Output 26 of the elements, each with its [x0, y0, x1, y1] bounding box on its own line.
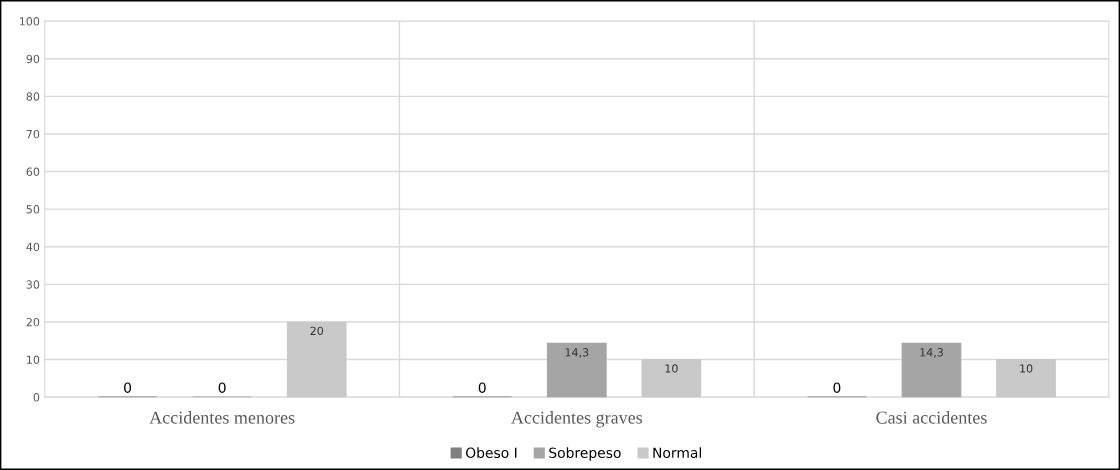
x-tick-label: Accidentes menores — [149, 411, 295, 424]
legend-label: Normal — [653, 447, 701, 458]
x-tick-label: Accidentes graves — [511, 411, 643, 428]
y-tick-label: 20 — [26, 317, 40, 327]
data-label: 0 — [833, 382, 841, 393]
y-tick-label: 70 — [26, 129, 40, 139]
y-tick-label: 90 — [26, 54, 40, 64]
data-label: 0 — [218, 382, 226, 393]
data-label: 0 — [478, 382, 486, 393]
y-tick-label: 0 — [33, 393, 40, 402]
legend-label: Sobrepeso — [549, 447, 621, 461]
data-label: 20 — [310, 326, 324, 336]
y-tick-label: 100 — [19, 17, 40, 26]
data-label: 14,3 — [565, 348, 589, 358]
x-tick-label: Casi accidentes — [876, 411, 987, 424]
data-label: 0 — [124, 382, 132, 393]
y-tick-label: 10 — [27, 355, 40, 364]
y-tick-label: 80 — [26, 92, 40, 101]
y-tick-label: 30 — [26, 280, 40, 289]
data-label: 10 — [665, 364, 678, 373]
data-label: 14,3 — [920, 348, 943, 358]
y-tick-label: 50 — [26, 205, 40, 214]
y-tick-label: 60 — [26, 167, 40, 176]
data-label: 10 — [1020, 364, 1033, 373]
legend-label: Obeso I — [465, 447, 517, 458]
y-tick-label: 40 — [26, 242, 40, 252]
